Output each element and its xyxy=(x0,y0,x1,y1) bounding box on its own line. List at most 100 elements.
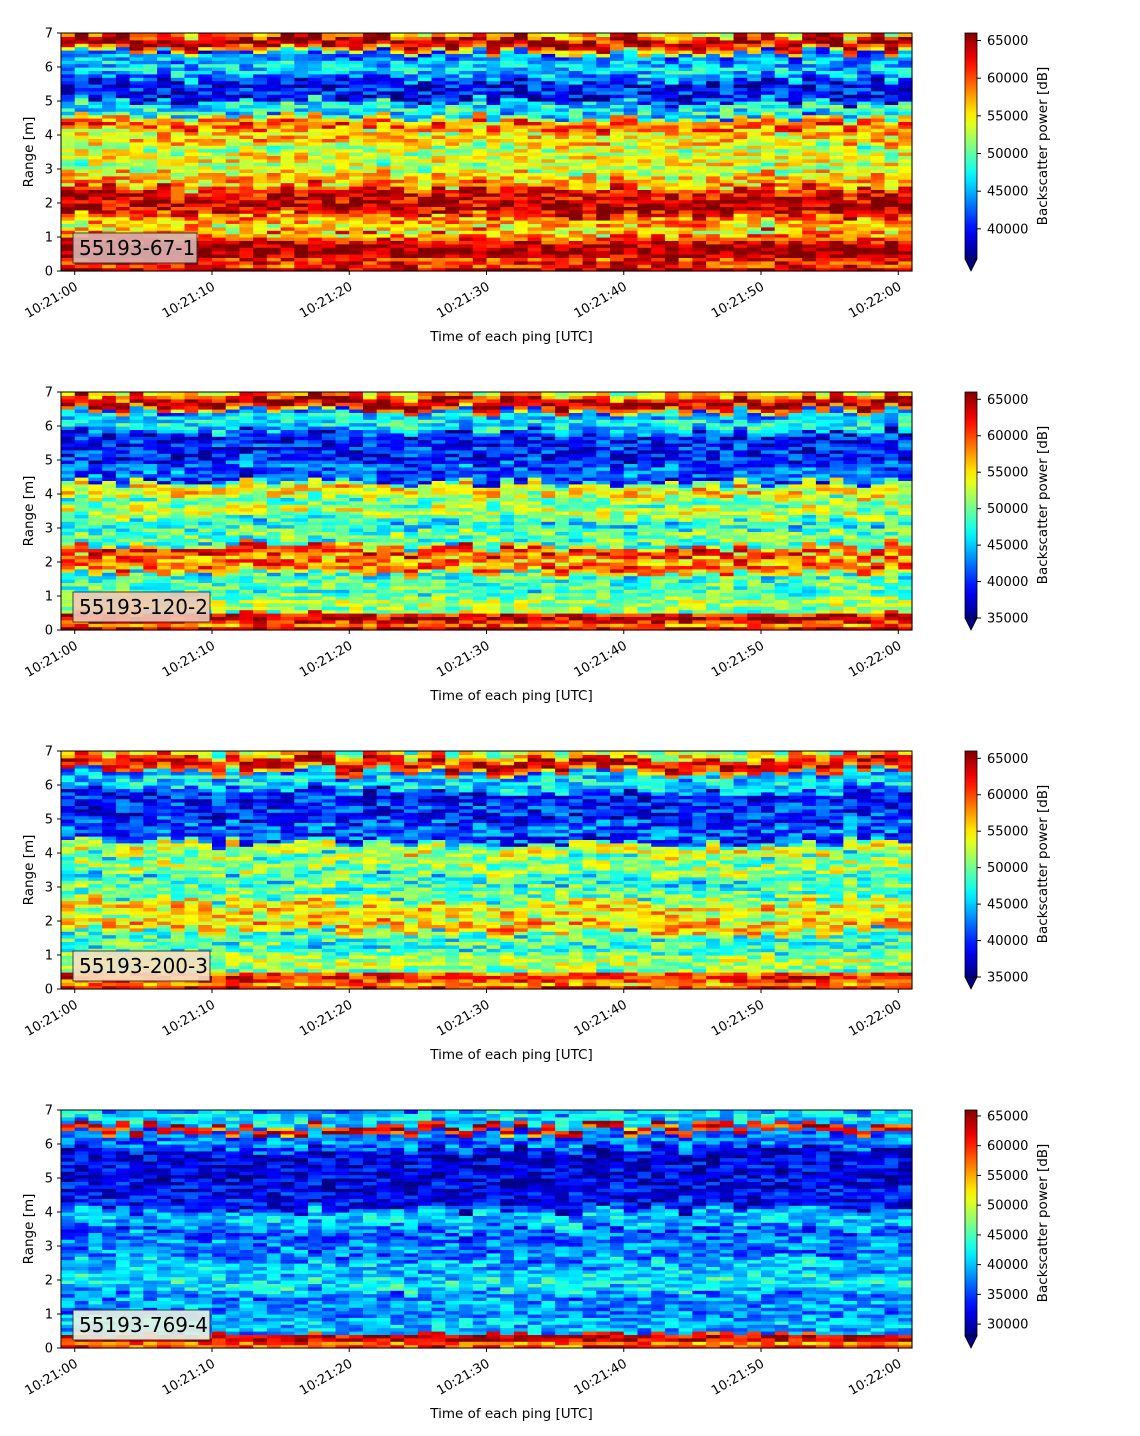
heatmap-cell xyxy=(568,264,584,269)
heatmap-cell xyxy=(61,402,76,407)
heatmap-cell xyxy=(184,53,199,58)
heatmap-cell xyxy=(719,94,735,99)
heatmap-cell xyxy=(253,148,268,153)
heatmap-cell xyxy=(678,107,693,112)
heatmap-cell xyxy=(198,135,213,139)
heatmap-cell xyxy=(788,165,803,170)
heatmap-cell xyxy=(417,220,433,224)
heatmap-cell xyxy=(857,104,872,109)
heatmap-cell xyxy=(582,101,597,105)
heatmap-cell xyxy=(719,39,735,44)
heatmap-cell xyxy=(500,169,515,173)
heatmap-cell xyxy=(390,43,405,48)
heatmap-cell xyxy=(761,237,776,241)
heatmap-cell xyxy=(74,46,90,51)
heatmap-cell xyxy=(596,114,611,119)
heatmap-cell xyxy=(157,175,172,180)
heatmap-cell xyxy=(486,43,501,48)
heatmap-cell xyxy=(239,169,254,173)
heatmap-cell xyxy=(74,230,90,235)
heatmap-cell xyxy=(719,70,735,75)
heatmap-cell xyxy=(774,36,790,41)
heatmap-cell xyxy=(857,203,872,207)
heatmap-cell xyxy=(74,179,90,184)
heatmap-cell xyxy=(225,138,241,143)
heatmap-cell xyxy=(541,131,556,136)
heatmap-cell xyxy=(774,63,790,68)
heatmap-cell xyxy=(184,60,199,65)
heatmap-cell xyxy=(513,203,529,207)
heatmap-cell xyxy=(706,240,721,245)
heatmap-cell xyxy=(774,152,790,156)
heatmap-cell xyxy=(239,172,254,177)
heatmap-cell xyxy=(815,80,831,85)
heatmap-cell xyxy=(802,175,817,180)
heatmap-cell xyxy=(623,199,639,204)
heatmap-cell xyxy=(170,70,186,75)
heatmap-cell xyxy=(253,50,268,54)
heatmap-cell xyxy=(774,124,790,129)
heatmap-cell xyxy=(266,233,282,238)
heatmap-cell xyxy=(541,39,556,44)
heatmap-cell xyxy=(513,182,529,187)
heatmap-cell xyxy=(527,216,543,221)
heatmap-cell xyxy=(486,199,501,204)
heatmap-cell xyxy=(829,56,844,61)
y-tick-label: 3 xyxy=(45,163,53,178)
heatmap-cell xyxy=(582,226,597,231)
heatmap-cell xyxy=(568,141,584,146)
heatmap-cell xyxy=(198,114,213,119)
heatmap-cell xyxy=(870,223,886,228)
heatmap-cell xyxy=(321,43,337,48)
heatmap-cell xyxy=(815,206,831,211)
heatmap-cell xyxy=(280,203,295,207)
heatmap-cell xyxy=(692,141,707,146)
heatmap-cell xyxy=(459,87,474,92)
heatmap-cell xyxy=(706,254,721,258)
heatmap-cell xyxy=(788,250,803,255)
heatmap-cell xyxy=(349,118,364,122)
heatmap-cell xyxy=(404,155,419,160)
heatmap-cell xyxy=(898,50,913,54)
heatmap-cell xyxy=(335,97,350,102)
heatmap-cell xyxy=(349,223,364,228)
heatmap-cell xyxy=(129,213,144,218)
heatmap-cell xyxy=(623,186,639,190)
heatmap-cell xyxy=(129,402,144,407)
heatmap-cell xyxy=(733,118,748,122)
colorbar-tick-label: 55000 xyxy=(987,109,1028,124)
heatmap-cell xyxy=(692,152,707,156)
heatmap-cell xyxy=(294,138,309,143)
heatmap-cell xyxy=(788,203,803,207)
heatmap-cell xyxy=(102,182,117,187)
heatmap-cell xyxy=(61,56,76,61)
heatmap-cell xyxy=(692,203,707,207)
heatmap-cell xyxy=(568,162,584,167)
y-tick-label: 6 xyxy=(45,61,53,76)
heatmap-cell xyxy=(774,148,790,153)
heatmap-cell xyxy=(610,97,625,102)
heatmap-cell xyxy=(664,36,680,41)
heatmap-cell xyxy=(898,128,913,133)
heatmap-cell xyxy=(884,141,899,146)
heatmap-cell xyxy=(898,67,913,71)
heatmap-cell xyxy=(170,107,186,112)
heatmap-cell xyxy=(774,101,790,105)
heatmap-cell xyxy=(459,165,474,170)
heatmap-cell xyxy=(239,60,254,65)
heatmap-cell xyxy=(376,206,392,211)
heatmap-cell xyxy=(761,155,776,160)
heatmap-cell xyxy=(431,50,446,54)
heatmap-cell xyxy=(664,87,680,92)
heatmap-cell xyxy=(541,148,556,153)
heatmap-cell xyxy=(321,101,337,105)
heatmap-cell xyxy=(308,107,323,112)
heatmap-cell xyxy=(157,97,172,102)
heatmap-cell xyxy=(253,77,268,82)
heatmap-cell xyxy=(266,67,282,71)
heatmap-cell xyxy=(486,145,501,150)
heatmap-cell xyxy=(568,172,584,177)
heatmap-cell xyxy=(390,209,405,214)
heatmap-cell xyxy=(555,220,570,224)
heatmap-cell xyxy=(774,94,790,99)
